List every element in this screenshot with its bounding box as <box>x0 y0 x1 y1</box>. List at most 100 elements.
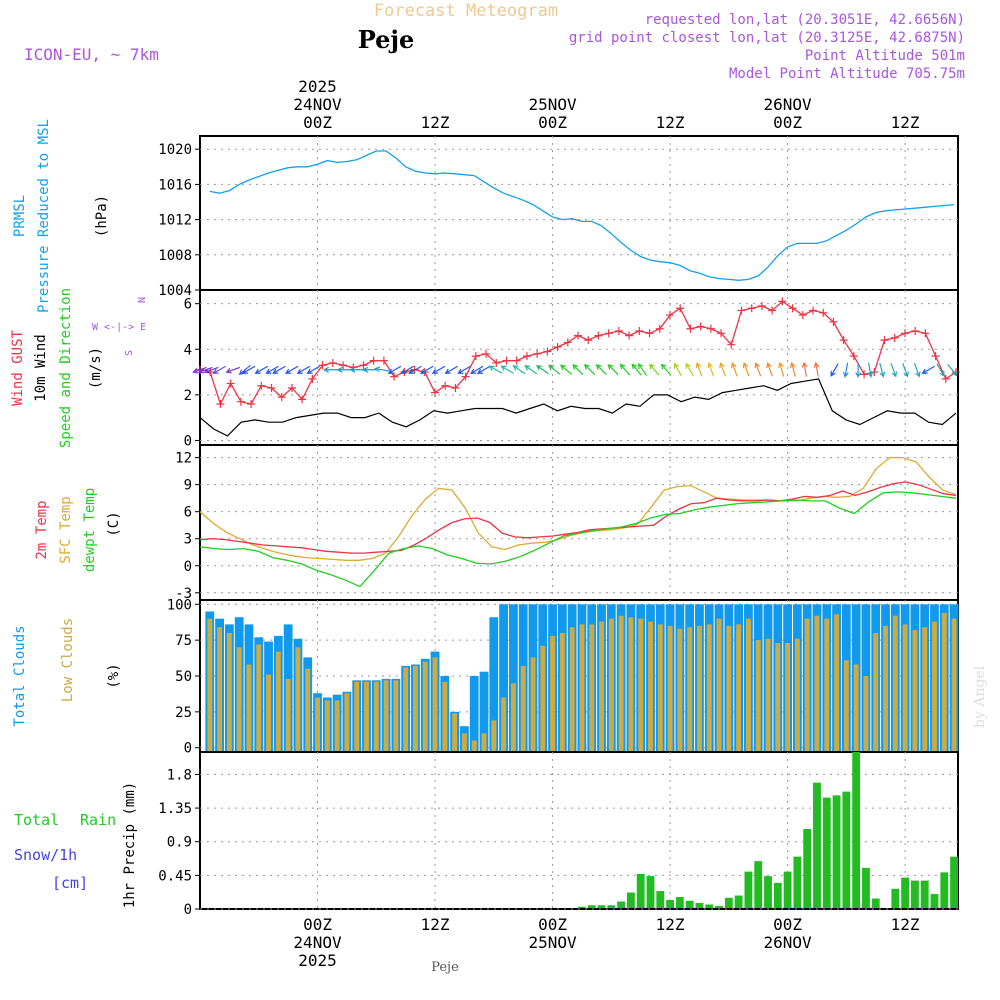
precip-bar <box>607 905 616 908</box>
precip-bar <box>656 891 665 908</box>
gust-marker <box>563 338 572 347</box>
low-cloud-bar <box>305 668 311 751</box>
wind-arrow <box>420 365 434 374</box>
sfc-label: SFC Temp <box>58 496 74 563</box>
wind-label: 10m Wind <box>33 334 49 401</box>
pressure-label-1: PRMSL <box>12 195 28 237</box>
wind-arrow <box>730 362 738 377</box>
gust-marker <box>277 393 286 402</box>
low-cloud-bar <box>696 625 702 751</box>
wind-ytick-label: 2 <box>184 388 192 404</box>
gust-marker <box>686 324 695 333</box>
low-cloud-bar <box>765 638 771 751</box>
wind-arrow <box>842 362 849 378</box>
compass-n: N <box>135 297 146 303</box>
low-cloud-bar <box>892 615 898 751</box>
precip-bar <box>724 897 733 908</box>
gust-marker <box>941 374 950 383</box>
pressure-frame <box>199 135 959 291</box>
low-cloud-bar <box>912 630 918 751</box>
temperature-ytick-label: 12 <box>175 451 192 467</box>
precip-bar <box>695 903 704 908</box>
chart-title: Forecast Meteogram <box>374 1 558 21</box>
gust-marker <box>798 311 807 320</box>
wind-arrow <box>637 363 648 376</box>
low-cloud-bar <box>461 733 467 751</box>
model-label: ICON-EU, ~ 7km <box>24 45 159 64</box>
gust-marker <box>757 301 766 310</box>
low-cloud-bar <box>266 674 272 751</box>
top-time-label: 12Z <box>891 113 920 132</box>
gust-marker <box>911 327 920 336</box>
low-cloud-bar <box>530 657 536 751</box>
wind-arrow <box>272 365 286 374</box>
wind-arrow <box>719 362 726 377</box>
gust-marker <box>655 324 664 333</box>
wind-arrow <box>947 364 958 377</box>
wind-arrow <box>619 363 630 376</box>
temp2m-label: 2m Temp <box>34 500 50 559</box>
wind-arrow <box>488 365 503 374</box>
low-cloud-bar <box>217 627 223 751</box>
low-cloud-bar <box>344 693 350 751</box>
top-time-label: 12Z <box>421 113 450 132</box>
gust-marker <box>267 384 276 393</box>
total-cloud-bar <box>489 617 499 751</box>
precipitation-ytick-label: 0.45 <box>158 868 192 884</box>
gust-marker <box>880 336 889 345</box>
gust-marker <box>860 370 869 379</box>
wind-arrow <box>607 363 619 376</box>
low-cloud-bar <box>902 624 908 751</box>
wind-arrow <box>306 365 320 374</box>
wind-arrow <box>374 366 390 373</box>
gust-marker <box>236 397 245 406</box>
wind-arrow <box>890 362 898 378</box>
gust-marker <box>635 327 644 336</box>
top-time-label: 00Z <box>303 113 332 132</box>
precip-bar <box>587 905 596 908</box>
gust-marker <box>482 349 491 358</box>
clouds-ytick-label: 100 <box>167 597 192 613</box>
gust-marker <box>461 372 470 381</box>
precip-bar <box>803 829 812 908</box>
precip-bar <box>871 898 880 908</box>
low-cloud-bar <box>814 615 820 751</box>
low-cloud-bar <box>824 618 830 751</box>
low-cloud-bar <box>295 647 301 751</box>
wind-arrow <box>855 362 862 379</box>
precipitation-ytick-label: 0 <box>184 902 192 918</box>
wind-arrow <box>548 364 561 375</box>
gust-marker <box>339 361 348 370</box>
low-cloud-bar <box>481 733 487 751</box>
precip-bar <box>646 876 655 908</box>
total-cloud-bar <box>479 671 489 751</box>
wind-arrow <box>512 365 526 375</box>
pressure-ytick-label: 1012 <box>158 213 192 229</box>
gust-marker <box>727 340 736 349</box>
low-cloud-bar <box>393 680 399 751</box>
precip-bar <box>754 861 763 908</box>
wind-ytick-label: 6 <box>184 297 192 313</box>
precip-bar <box>666 900 674 908</box>
gust-marker <box>533 349 542 358</box>
gust-marker <box>502 356 511 365</box>
wind-arrow <box>572 363 584 376</box>
precip-bar <box>842 791 851 908</box>
wind-arrow <box>649 363 660 376</box>
wind-arrow <box>754 362 762 377</box>
wind-arrow <box>362 366 378 373</box>
top-date-label: 25NOV <box>528 95 577 114</box>
gust-marker <box>308 374 317 383</box>
low-cloud-bar <box>226 632 232 751</box>
precip-bar <box>930 894 939 908</box>
total-cloud-label: Total Clouds <box>12 625 28 726</box>
precip-bar <box>675 897 684 908</box>
low-cloud-bar <box>403 667 409 751</box>
pressure-ytick-label: 1016 <box>158 177 192 193</box>
low-cloud-bar <box>579 624 585 751</box>
gust-marker <box>788 304 797 313</box>
wind-arrow <box>879 362 886 378</box>
gust-marker <box>328 358 337 367</box>
low-cloud-bar <box>589 624 595 751</box>
wind-arrow <box>476 365 491 374</box>
